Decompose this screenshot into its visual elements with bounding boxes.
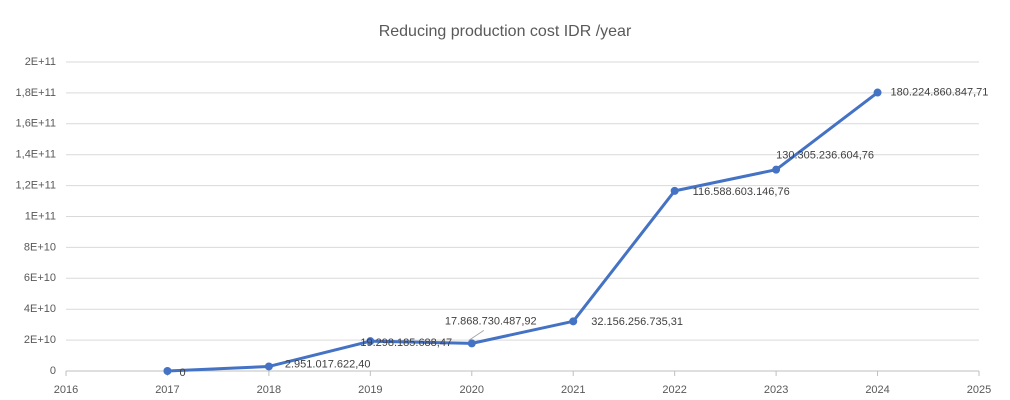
y-tick-label: 6E+10 xyxy=(24,272,56,284)
point xyxy=(873,88,882,97)
y-tick-label: 1,6E+11 xyxy=(16,118,56,130)
point xyxy=(772,165,781,174)
x-tick-label: 2025 xyxy=(967,384,991,396)
data-label: 19.298.185.688,47 xyxy=(360,337,452,349)
data-label: 180.224.860.847,71 xyxy=(891,86,989,98)
y-tick-label: 1E+11 xyxy=(25,210,56,222)
y-tick-label: 0 xyxy=(50,365,56,377)
y-tick-label: 2E+10 xyxy=(24,334,56,346)
point xyxy=(467,339,476,348)
x-tick-label: 2019 xyxy=(358,384,382,396)
point xyxy=(264,362,273,371)
point xyxy=(569,317,578,326)
line xyxy=(167,91,879,373)
x-tick-label: 2018 xyxy=(257,384,281,396)
x-tick-label: 2020 xyxy=(460,384,484,396)
data-label: 17.868.730.487,92 xyxy=(445,315,537,327)
point xyxy=(670,186,679,195)
data-label: 0 xyxy=(179,367,185,379)
y-tick-label: 1,2E+11 xyxy=(16,180,56,192)
y-tick-label: 2E+11 xyxy=(25,56,56,68)
point xyxy=(163,367,172,375)
y-tick-label: 1,4E+11 xyxy=(16,149,56,161)
x-tick-label: 2017 xyxy=(155,384,179,396)
x-tick-label: 2023 xyxy=(764,384,788,396)
x-tick-label: 2022 xyxy=(662,384,686,396)
leader-line xyxy=(468,329,485,341)
x-tick-label: 2016 xyxy=(54,384,78,396)
y-tick-label: 1,8E+11 xyxy=(16,87,56,99)
data-label: 130.305.236.604,76 xyxy=(776,150,874,162)
data-label: 32.156.256.735,31 xyxy=(591,316,683,328)
chart-title: Reducing production cost IDR /year xyxy=(379,23,632,40)
x-tick-label: 2021 xyxy=(561,384,585,396)
data-label: 116.588.603.146,76 xyxy=(693,186,790,198)
y-tick-label: 4E+10 xyxy=(24,303,56,315)
data-label: 2.951.017.622,40 xyxy=(285,358,371,370)
y-tick-label: 8E+10 xyxy=(24,241,56,253)
x-tick-label: 2024 xyxy=(865,384,889,396)
point xyxy=(366,337,375,346)
